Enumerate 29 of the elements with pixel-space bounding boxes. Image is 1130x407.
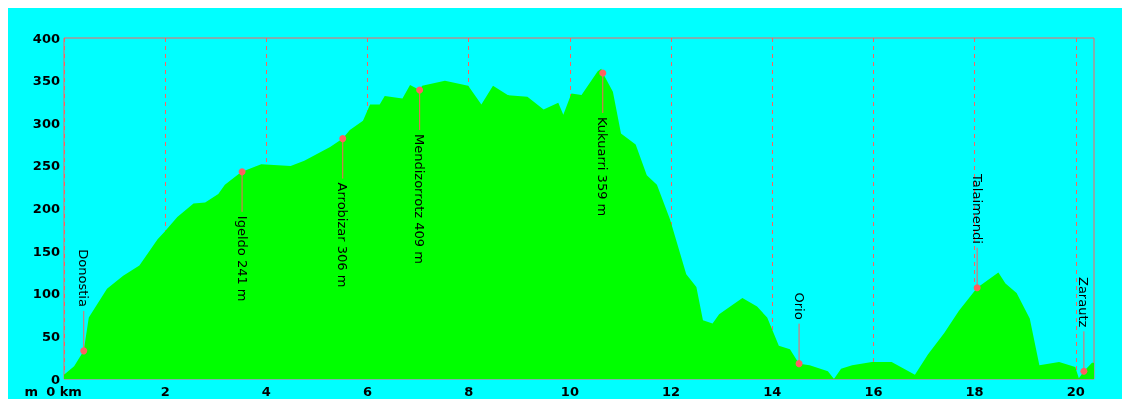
y-tick-label: 200 [32, 201, 60, 216]
x-tick-label: 14 [763, 384, 782, 399]
x-tick-label: 0 km [46, 384, 82, 399]
annotation: Donostia [76, 249, 92, 307]
annotation: Mendizorrotz 409 m [412, 134, 428, 264]
x-tick-label: 18 [965, 384, 984, 399]
x-tick-label: 12 [662, 384, 681, 399]
x-tick-label: 6 [363, 384, 373, 399]
y-axis-title: m [24, 384, 38, 399]
y-tick-label: 150 [32, 243, 60, 259]
x-tick-label: 2 [160, 384, 170, 399]
annotation: Kukuarri 359 m [595, 116, 611, 217]
annotation: Igeldo 241 m [234, 215, 250, 302]
y-tick-label: 0 [50, 371, 60, 387]
annotation: Arrobizar 306 m [335, 182, 351, 288]
x-tick-label: 10 [560, 384, 579, 399]
x-tick-label: 4 [261, 384, 271, 399]
y-tick-label: 50 [41, 328, 60, 344]
y-tick-label: 350 [32, 73, 60, 89]
annotation: Zarautz [1076, 276, 1092, 328]
y-tick-label: 400 [32, 30, 60, 46]
y-tick-label: 300 [32, 115, 60, 131]
x-tick-label: 8 [464, 384, 474, 399]
y-tick-label: 100 [32, 286, 60, 302]
x-tick-label: 20 [1066, 384, 1085, 399]
annotation: Talaimendi [969, 173, 985, 244]
y-tick-label: 250 [32, 158, 60, 174]
x-tick-label: 16 [864, 384, 883, 399]
annotation: Orio [791, 292, 807, 320]
